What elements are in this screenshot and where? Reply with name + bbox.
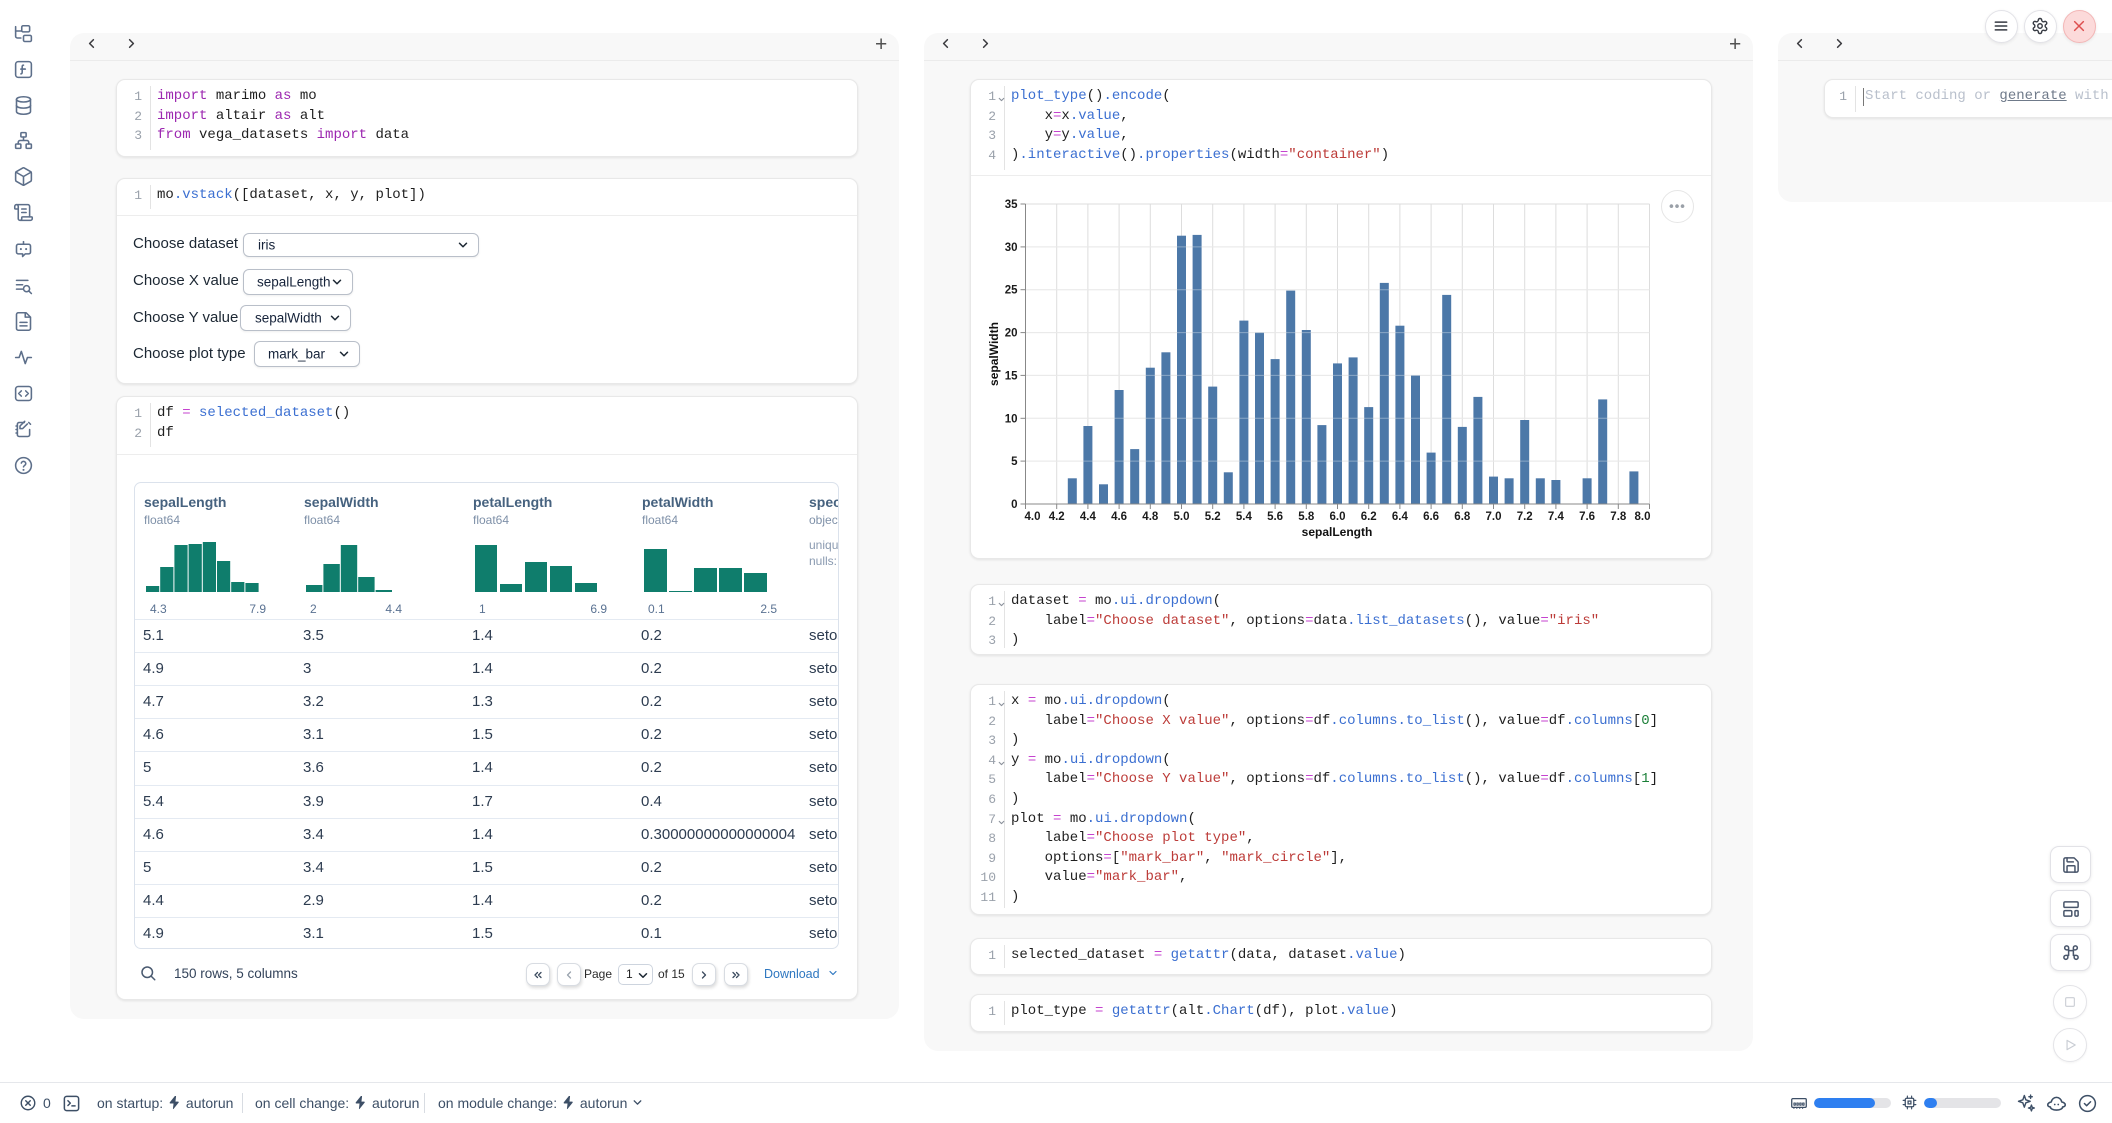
svg-text:30: 30: [1005, 242, 1018, 254]
svg-text:6.8: 6.8: [1454, 511, 1471, 523]
svg-text:5.4: 5.4: [1236, 511, 1253, 523]
svg-text:sepalWidth: sepalWidth: [987, 322, 1001, 386]
svg-text:sepalLength: sepalLength: [1302, 525, 1373, 539]
svg-text:5.6: 5.6: [1267, 511, 1283, 523]
svg-text:7.6: 7.6: [1579, 511, 1595, 523]
svg-text:4.4: 4.4: [1080, 511, 1097, 523]
svg-text:5.0: 5.0: [1174, 511, 1190, 523]
svg-text:4.2: 4.2: [1049, 511, 1065, 523]
svg-text:4.0: 4.0: [1025, 511, 1041, 523]
svg-text:8.0: 8.0: [1635, 511, 1651, 523]
svg-text:6.0: 6.0: [1330, 511, 1346, 523]
svg-text:5.2: 5.2: [1205, 511, 1221, 523]
svg-text:20: 20: [1005, 328, 1018, 340]
svg-text:7.4: 7.4: [1548, 511, 1565, 523]
svg-text:7.0: 7.0: [1486, 511, 1502, 523]
svg-text:6.6: 6.6: [1423, 511, 1439, 523]
svg-text:4.6: 4.6: [1111, 511, 1127, 523]
svg-text:10: 10: [1005, 413, 1018, 425]
svg-text:0: 0: [1011, 499, 1017, 511]
svg-text:5.8: 5.8: [1298, 511, 1315, 523]
svg-text:15: 15: [1005, 370, 1018, 382]
svg-text:6.4: 6.4: [1392, 511, 1409, 523]
svg-text:7.8: 7.8: [1610, 511, 1627, 523]
svg-text:4.8: 4.8: [1142, 511, 1159, 523]
svg-text:7.2: 7.2: [1517, 511, 1533, 523]
svg-text:35: 35: [1005, 199, 1018, 211]
svg-text:25: 25: [1005, 285, 1018, 297]
svg-text:6.2: 6.2: [1361, 511, 1377, 523]
svg-text:5: 5: [1011, 456, 1018, 468]
